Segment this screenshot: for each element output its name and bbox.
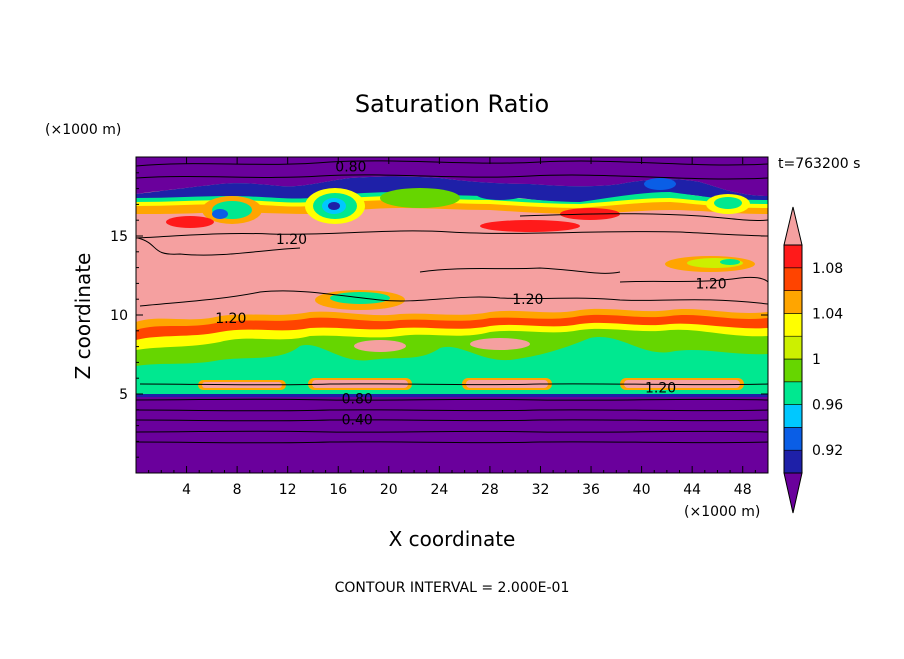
contour-label: 0.80 [335,159,366,175]
contour-label: 1.20 [696,276,727,292]
contour-label-layer: 0.80 1.20 1.20 1.20 1.20 1.20 0.80 0.40 [215,159,727,428]
colorbar-tick-label: 1 [812,352,821,368]
contour-label: 1.20 [215,311,246,327]
x-tick-label: 36 [582,482,600,498]
x-tick-label: 32 [532,482,550,498]
x-axis-ticks: 4 8 12 16 20 24 28 32 36 40 44 48 [148,157,756,498]
colorbar-band [783,404,803,428]
y-tick-label: 5 [119,387,128,403]
colorbar-band [783,358,803,383]
colorbar-band [783,449,803,474]
x-tick-label: 44 [683,482,701,498]
colorbar-frame [783,244,803,474]
x-tick-label: 20 [380,482,398,498]
colorbar: 0.92 0.96 1 1.04 1.08 [783,206,843,514]
colorbar-band [783,381,803,405]
x-tick-label: 24 [430,482,448,498]
colorbar-max-triangle [783,206,803,246]
contour-label: 1.20 [276,232,307,248]
chart-title: Saturation Ratio [355,90,549,118]
colorbar-tick-label: 1.04 [812,306,843,322]
upper-cloud-blobs [166,178,750,232]
x-tick-label: 8 [233,482,242,498]
cloud-base-lenses [198,338,744,390]
x-tick-label: 40 [633,482,651,498]
y-axis-label: Z coordinate [71,253,95,380]
x-axis-label: X coordinate [389,527,516,551]
contour-label: 1.20 [512,292,543,308]
colorbar-band [783,313,803,337]
x-tick-label: 16 [329,482,347,498]
colorbar-band [783,290,803,314]
time-label: t=763200 s [778,156,860,172]
colorbar-tick-label: 0.92 [812,443,843,459]
upper-transition-band [136,176,768,203]
colorbar-tick-label: 1.08 [812,261,843,277]
y-tick-label: 15 [110,229,128,245]
y-unit-label: (×1000 m) [45,122,121,138]
x-unit-label: (×1000 m) [684,504,760,520]
saturation-field: 0.80 1.20 1.20 1.20 1.20 1.20 0.80 0.40 [136,157,768,473]
colorbar-min-triangle [783,472,803,514]
colorbar-tick-label: 0.96 [812,398,843,414]
contour-lines [136,160,768,444]
contour-label: 1.20 [645,381,676,397]
colorbar-band [783,267,803,291]
y-tick-label: 10 [110,308,128,324]
x-tick-label: 28 [481,482,499,498]
x-tick-label: 48 [734,482,752,498]
contour-label: 0.80 [342,392,373,408]
x-tick-label: 4 [182,482,191,498]
lower-blue-strip [136,394,768,397]
lower-dry-layer [136,395,768,473]
contour-interval-label: CONTOUR INTERVAL = 2.000E-01 [335,580,570,596]
x-tick-label: 12 [279,482,297,498]
colorbar-band [783,244,803,269]
y-axis-ticks: 5 10 15 [110,172,768,458]
colorbar-band [783,335,803,360]
contour-label: 0.40 [342,412,373,428]
lower-cloud-aqua [136,337,768,395]
colorbar-band [783,427,803,451]
